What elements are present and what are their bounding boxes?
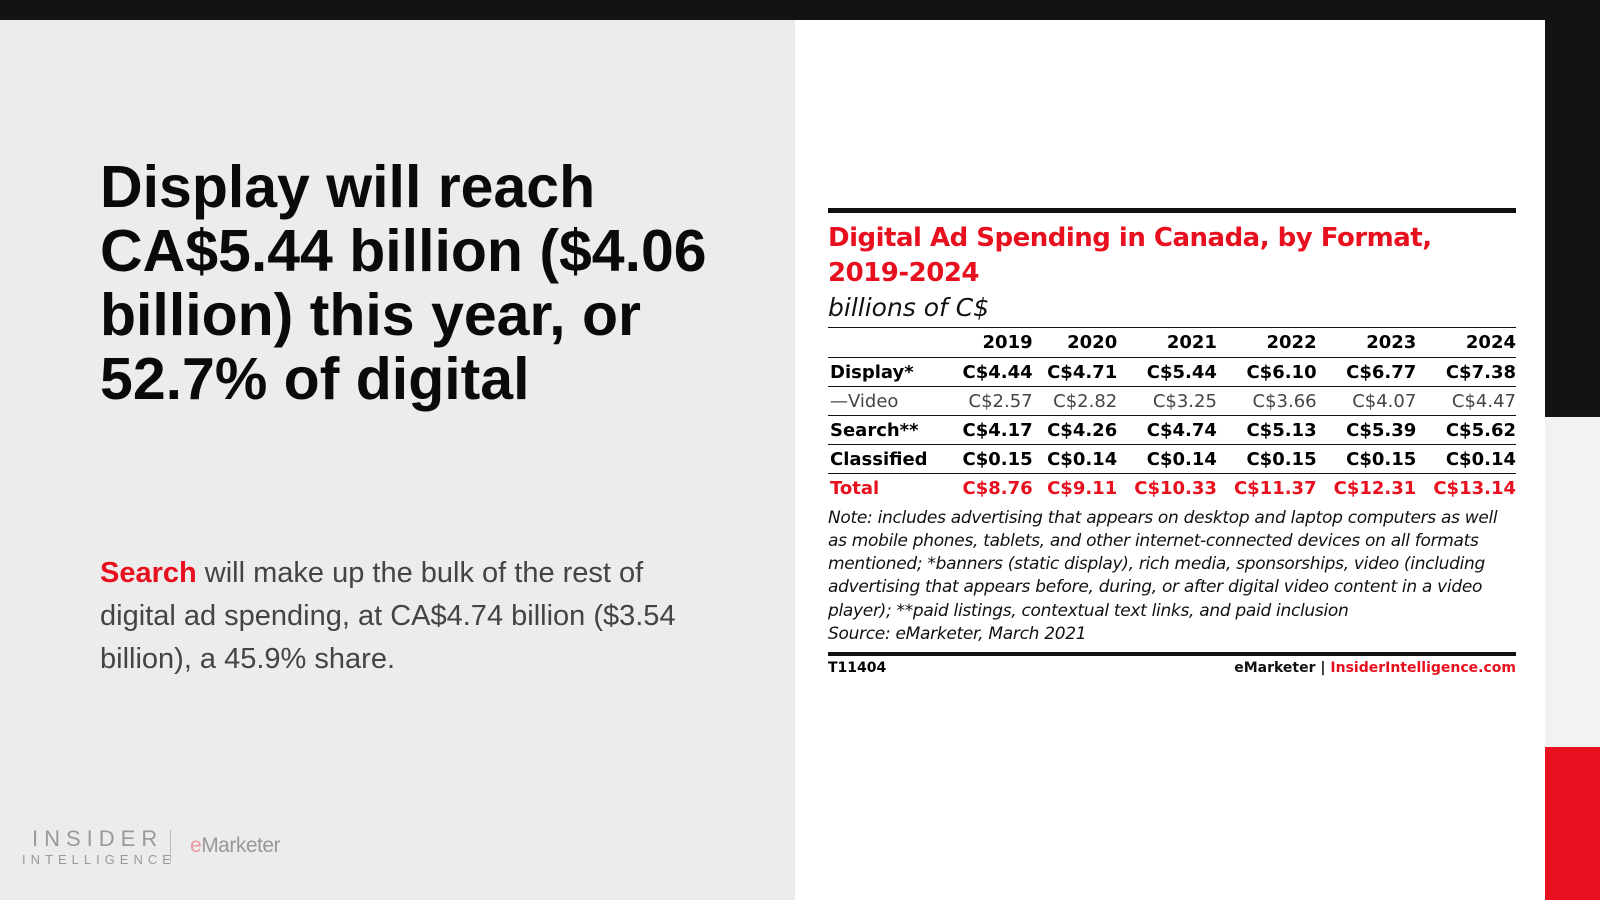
table-row: Display* C$4.44 C$4.71 C$5.44 C$6.10 C$6.77 C$… bbox=[828, 357, 1516, 387]
top-rule bbox=[828, 208, 1516, 213]
column-header: 2023 bbox=[1316, 327, 1417, 358]
row-label: —Video bbox=[828, 386, 949, 416]
side-strip-light bbox=[1545, 417, 1600, 747]
body-highlight: Search bbox=[100, 557, 197, 589]
table-row: Search** C$4.17 C$4.26 C$4.74 C$5.13 C$5.39 C$… bbox=[828, 415, 1516, 445]
table-row: —Video C$2.57 C$2.82 C$3.25 C$3.66 C$4.07 C$4.… bbox=[828, 386, 1516, 416]
chart-note: Note: includes advertising that appears … bbox=[828, 507, 1516, 647]
left-panel bbox=[0, 20, 795, 900]
emarketer-text: Marketer bbox=[201, 834, 281, 857]
column-header bbox=[828, 327, 949, 358]
table-cell: C$9.11 bbox=[1047, 477, 1118, 499]
chart-id: T11404 bbox=[828, 660, 887, 677]
row-label: Total bbox=[830, 477, 880, 499]
table-cell: C$12.31 bbox=[1333, 477, 1417, 499]
table-cell: C$4.74 bbox=[1117, 415, 1217, 445]
table-cell: C$5.44 bbox=[1117, 357, 1217, 387]
table-cell: C$7.38 bbox=[1416, 357, 1516, 387]
table-cell: C$13.14 bbox=[1433, 477, 1516, 499]
data-table: 2019 2020 2021 2022 2023 2024 Display* C$4.44 C… bbox=[828, 327, 1516, 503]
table-cell: C$11.37 bbox=[1233, 477, 1317, 499]
bottom-rule bbox=[828, 652, 1516, 657]
insider-intelligence-logo: INSIDER INTELLIGENCE bbox=[22, 826, 176, 867]
chart-title: Digital Ad Spending in Canada, by Format… bbox=[828, 223, 1432, 288]
footer-brand: eMarketer bbox=[1234, 660, 1316, 677]
source-text: Source: eMarketer, March 2021 bbox=[828, 623, 1087, 644]
table-cell: C$5.39 bbox=[1316, 415, 1417, 445]
column-header: 2021 bbox=[1117, 327, 1217, 358]
row-label: Display* bbox=[828, 357, 949, 387]
row-label: Classified bbox=[828, 444, 949, 474]
logo-divider bbox=[170, 830, 171, 862]
footer-separator: | bbox=[1315, 660, 1331, 677]
table-cell: C$4.26 bbox=[1032, 415, 1118, 445]
table-cell: C$5.13 bbox=[1216, 415, 1317, 445]
body-rest: will make up the bulk of the rest of dig… bbox=[100, 557, 676, 675]
table-cell: C$0.15 bbox=[1216, 444, 1317, 474]
table-cell: C$8.76 bbox=[962, 477, 1033, 499]
chart-subtitle: billions of C$ bbox=[828, 293, 990, 322]
table-cell: C$5.62 bbox=[1416, 415, 1516, 445]
table-cell: C$0.15 bbox=[1316, 444, 1417, 474]
top-bar bbox=[0, 0, 1600, 20]
logo-line1: INSIDER bbox=[32, 826, 164, 851]
table-cell: C$3.25 bbox=[1117, 386, 1217, 416]
note-text: Note: includes advertising that appears … bbox=[828, 507, 1498, 621]
table-row: Total C$8.76 C$9.11 C$10.33 C$11.37 C$12.31 C$… bbox=[828, 474, 1516, 503]
table-cell: C$0.14 bbox=[1117, 444, 1217, 474]
table-cell: C$6.10 bbox=[1216, 357, 1317, 387]
table-cell: C$3.66 bbox=[1216, 386, 1317, 416]
chart-footer: T11404 eMarketer | InsiderIntelligence.co… bbox=[828, 660, 1516, 676]
emarketer-logo: eMarketer bbox=[190, 834, 281, 858]
table-cell: C$0.15 bbox=[948, 444, 1033, 474]
logo-line2: INTELLIGENCE bbox=[22, 852, 176, 867]
column-header: 2022 bbox=[1216, 327, 1317, 358]
table-cell: C$0.14 bbox=[1416, 444, 1516, 474]
body-text: Search will make up the bulk of the rest… bbox=[100, 552, 710, 681]
footer-site-link[interactable]: InsiderIntelligence.com bbox=[1330, 660, 1516, 677]
emarketer-e: e bbox=[190, 834, 202, 857]
table-cell: C$4.07 bbox=[1316, 386, 1417, 416]
table-cell: C$4.44 bbox=[948, 357, 1033, 387]
table-cell: C$6.77 bbox=[1316, 357, 1417, 387]
side-strip-dark bbox=[1545, 20, 1600, 417]
side-strip-red bbox=[1545, 747, 1600, 900]
table-cell: C$2.82 bbox=[1032, 386, 1118, 416]
column-header: 2020 bbox=[1032, 327, 1118, 358]
chart-card: Digital Ad Spending in Canada, by Format… bbox=[828, 208, 1516, 676]
column-header: 2019 bbox=[948, 327, 1033, 358]
column-header: 2024 bbox=[1416, 327, 1516, 358]
table-row: Classified C$0.15 C$0.14 C$0.14 C$0.15 C$0.15… bbox=[828, 444, 1516, 474]
table-cell: C$4.17 bbox=[948, 415, 1033, 445]
table-cell: C$4.47 bbox=[1416, 386, 1516, 416]
table-cell: C$4.71 bbox=[1032, 357, 1118, 387]
table-cell: C$0.14 bbox=[1032, 444, 1118, 474]
row-label: Search** bbox=[828, 415, 949, 445]
table-cell: C$2.57 bbox=[948, 386, 1033, 416]
table-cell: C$10.33 bbox=[1134, 477, 1217, 499]
headline: Display will reach CA$5.44 billion ($4.0… bbox=[100, 154, 707, 412]
